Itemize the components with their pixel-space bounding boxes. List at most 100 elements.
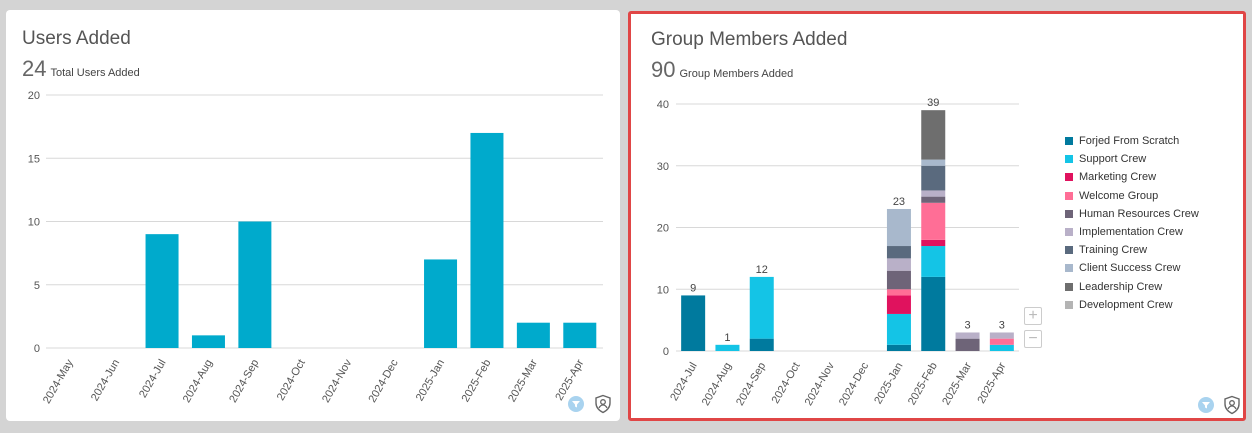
- bar: [424, 259, 458, 348]
- legend-item[interactable]: Development Crew: [1065, 296, 1199, 314]
- x-tick-label: 2024-Aug: [181, 358, 215, 405]
- x-tick-label: 2024-Oct: [275, 358, 308, 403]
- y-tick-label: 10: [657, 284, 669, 296]
- bar-segment: [921, 159, 946, 166]
- y-tick-label: 0: [663, 346, 669, 358]
- panel-title: Group Members Added: [651, 29, 848, 50]
- legend-label: Forjed From Scratch: [1079, 135, 1180, 148]
- legend-label: Human Resources Crew: [1079, 207, 1199, 220]
- user-shield-icon[interactable]: [1222, 395, 1242, 420]
- legend-item[interactable]: Human Resources Crew: [1065, 205, 1199, 223]
- group-members-added-panel: Group Members Added 90 Group Members Adde…: [628, 11, 1246, 421]
- x-tick-label: 2024-Jul: [668, 361, 699, 404]
- bar-segment: [749, 276, 774, 339]
- legend-label: Development Crew: [1079, 298, 1173, 311]
- data-label: 3: [999, 319, 1005, 331]
- legend-swatch: [1065, 300, 1073, 309]
- y-tick-label: 15: [28, 153, 40, 165]
- legend-swatch: [1065, 264, 1073, 273]
- legend-label: Leadership Crew: [1079, 280, 1163, 293]
- data-label: 1: [724, 332, 730, 344]
- legend-swatch: [1065, 246, 1073, 255]
- panel-title: Users Added: [22, 28, 131, 49]
- y-tick-label: 40: [657, 99, 669, 111]
- y-tick-label: 20: [657, 223, 669, 235]
- bar-segment: [886, 208, 911, 247]
- bar-segment: [955, 338, 980, 351]
- x-tick-label: 2024-Aug: [700, 361, 734, 408]
- legend-item[interactable]: Forjed From Scratch: [1065, 132, 1199, 150]
- legend-label: Support Crew: [1079, 153, 1147, 166]
- legend-item[interactable]: Implementation Crew: [1065, 223, 1199, 241]
- data-label: 12: [756, 264, 768, 276]
- bar-segment: [989, 344, 1014, 351]
- bar-segment: [921, 196, 946, 203]
- legend-item[interactable]: Leadership Crew: [1065, 278, 1199, 296]
- bar: [238, 221, 272, 348]
- x-tick-label: 2025-Feb: [460, 358, 494, 405]
- bar: [516, 322, 550, 348]
- bar: [563, 322, 597, 348]
- x-tick-label: 2024-Nov: [320, 357, 354, 405]
- bar-segment: [886, 258, 911, 271]
- bar-segment: [921, 110, 946, 160]
- data-label: 23: [893, 196, 905, 208]
- x-tick-label: 2024-Nov: [803, 360, 837, 408]
- y-tick-label: 30: [657, 161, 669, 173]
- bar: [191, 335, 225, 348]
- x-tick-label: 2025-Feb: [906, 361, 940, 408]
- bar-segment: [955, 332, 980, 339]
- bar-segment: [989, 332, 1014, 339]
- user-shield-icon[interactable]: [593, 394, 613, 419]
- total-label: Total Users Added: [50, 67, 140, 79]
- data-label: 39: [927, 97, 939, 109]
- legend-swatch: [1065, 209, 1073, 218]
- x-tick-label: 2024-May: [41, 357, 76, 406]
- legend-item[interactable]: Support Crew: [1065, 150, 1199, 168]
- filter-icon[interactable]: [568, 396, 584, 417]
- y-tick-label: 0: [34, 343, 40, 355]
- y-tick-label: 20: [28, 90, 40, 102]
- users-added-chart: 0 5 10 15 20 2024-May 2024-Jun 2024-Jul 2024-Aug…: [28, 90, 603, 406]
- legend-label: Training Crew: [1079, 244, 1148, 257]
- legend-label: Client Success Crew: [1079, 262, 1181, 275]
- legend-item[interactable]: Welcome Group: [1065, 187, 1199, 205]
- y-tick-label: 10: [28, 217, 40, 229]
- legend-swatch: [1065, 137, 1073, 146]
- chart-legend: Forjed From Scratch Support Crew Marketing…: [1065, 132, 1199, 314]
- total-summary: 24 Total Users Added: [22, 56, 140, 82]
- bar-segment: [749, 338, 774, 351]
- plus-icon[interactable]: +: [1024, 307, 1042, 325]
- legend-label: Marketing Crew: [1079, 171, 1157, 184]
- filter-icon[interactable]: [1198, 397, 1214, 418]
- bar-segment: [921, 246, 946, 277]
- data-label: 9: [690, 282, 696, 294]
- minus-icon[interactable]: −: [1024, 330, 1042, 348]
- bar-segment: [921, 190, 946, 197]
- x-tick-label: 2024-Jul: [137, 358, 168, 401]
- legend-swatch: [1065, 282, 1073, 291]
- x-tick-label: 2024-Jun: [89, 358, 122, 404]
- legend-item[interactable]: Client Success Crew: [1065, 259, 1199, 277]
- bar-segment: [886, 289, 911, 296]
- x-tick-label: 2024-Dec: [366, 357, 400, 405]
- legend-swatch: [1065, 191, 1073, 200]
- x-tick-label: 2025-Apr: [975, 360, 1008, 405]
- legend-swatch: [1065, 173, 1073, 182]
- total-summary: 90 Group Members Added: [651, 57, 793, 83]
- total-value: 90: [651, 57, 676, 82]
- legend-item[interactable]: Training Crew: [1065, 241, 1199, 259]
- bar-segment: [989, 338, 1014, 345]
- bar-segment: [921, 202, 946, 240]
- legend-label: Implementation Crew: [1079, 226, 1183, 239]
- total-value: 24: [22, 56, 47, 81]
- legend-swatch: [1065, 155, 1073, 164]
- x-tick-label: 2025-Jan: [872, 361, 905, 407]
- x-tick-label: 2025-Mar: [940, 360, 974, 407]
- x-tick-label: 2024-Sep: [227, 358, 261, 405]
- bar: [145, 234, 179, 348]
- bar-segment: [886, 295, 911, 314]
- legend-item[interactable]: Marketing Crew: [1065, 168, 1199, 186]
- x-tick-label: 2024-Oct: [770, 361, 803, 406]
